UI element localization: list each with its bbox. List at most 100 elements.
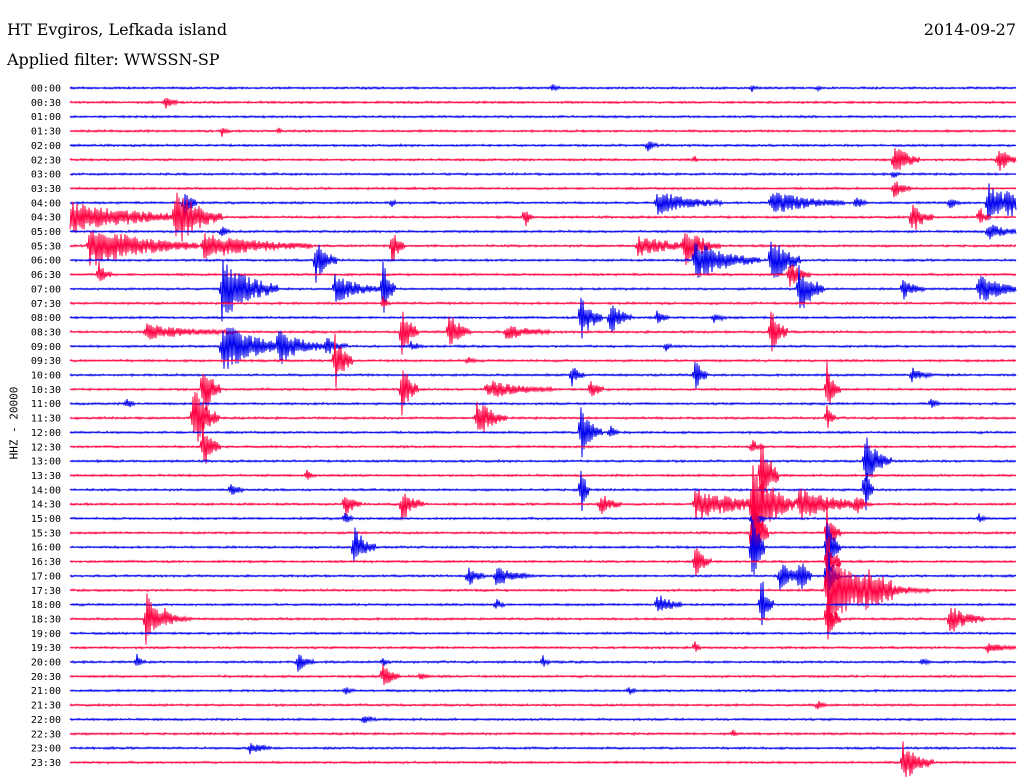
trace-line-0530 [69,231,1017,266]
trace-line-0730 [69,296,1017,308]
trace-line-0330 [69,181,1017,198]
time-tick-label: 05:00 [31,227,61,238]
trace-line-0000 [69,84,1017,93]
trace-line-1500 [69,512,1017,530]
time-tick-label: 01:30 [31,127,61,138]
time-tick-label: 21:30 [31,701,61,712]
time-tick-label: 04:00 [31,198,61,209]
time-tick-label: 14:30 [31,500,61,511]
trace-line-1430 [69,465,1017,540]
time-tick-label: 23:30 [31,758,61,769]
time-tick-label: 00:30 [31,98,61,109]
trace-line-1030 [69,361,1017,416]
time-tick-label: 02:30 [31,155,61,166]
trace-line-0400 [69,183,1017,221]
time-tick-label: 00:00 [31,84,61,95]
time-tick-label: 08:00 [31,313,61,324]
time-tick-label: 05:30 [31,241,61,252]
time-tick-label: 23:00 [31,744,61,755]
time-tick-label: 03:00 [31,170,61,181]
time-tick-label: 07:00 [31,284,61,295]
trace-line-2330 [69,741,1017,777]
trace-line-1000 [69,362,1017,389]
trace-line-1700 [69,551,1017,600]
date-label: 2014-09-27 [923,20,1016,39]
trace-line-0830 [69,311,1017,355]
trace-line-0700 [69,259,1017,322]
time-tick-label: 03:30 [31,184,61,195]
time-tick-labels: 00:00 00:30 01:00 01:30 02:00 02:30 03:00 03:30… [31,84,61,769]
time-tick-label: 13:30 [31,471,61,482]
time-tick-label: 09:00 [31,342,61,353]
time-tick-label: 01:00 [31,112,61,123]
seismic-traces [69,84,1017,777]
time-tick-label: 21:00 [31,686,61,697]
trace-line-0300 [69,171,1017,179]
time-tick-label: 12:30 [31,442,61,453]
trace-line-1630 [69,536,1017,590]
trace-line-1400 [69,470,1017,512]
time-tick-label: 09:30 [31,356,61,367]
time-tick-label: 18:00 [31,600,61,611]
trace-line-0630 [69,261,1017,287]
time-tick-label: 11:30 [31,414,61,425]
trace-line-1230 [69,421,1017,464]
time-tick-label: 19:00 [31,629,61,640]
trace-line-1830 [69,593,1017,645]
trace-line-0800 [69,297,1017,339]
time-tick-label: 20:00 [31,658,61,669]
trace-line-0900 [69,327,1017,369]
time-tick-label: 22:00 [31,715,61,726]
time-tick-label: 10:30 [31,385,61,396]
time-tick-label: 18:30 [31,614,61,625]
trace-line-0600 [69,241,1017,283]
trace-line-1730 [69,552,1017,634]
trace-line-2000 [69,653,1017,672]
time-tick-label: 06:00 [31,256,61,267]
time-tick-label: 14:00 [31,485,61,496]
time-tick-label: 15:30 [31,528,61,539]
trace-line-1130 [69,391,1017,442]
time-tick-label: 19:30 [31,643,61,654]
trace-line-0030 [69,97,1017,109]
trace-line-1930 [69,641,1017,654]
trace-line-2100 [69,687,1017,695]
trace-line-1300 [69,437,1017,482]
filter-label: Applied filter: WWSSN-SP [7,50,220,69]
time-tick-label: 07:30 [31,299,61,310]
time-tick-label: 17:00 [31,571,61,582]
trace-line-0130 [69,127,1017,137]
trace-line-2230 [69,729,1017,737]
trace-line-0100 [69,114,1017,119]
time-tick-label: 11:00 [31,399,61,410]
time-tick-label: 04:30 [31,213,61,224]
time-tick-label: 15:00 [31,514,61,525]
trace-line-1800 [69,581,1017,626]
time-tick-label: 17:30 [31,586,61,597]
trace-line-1330 [69,447,1017,503]
time-tick-label: 20:30 [31,672,61,683]
trace-line-1200 [69,407,1017,458]
trace-line-2300 [69,743,1017,755]
trace-line-1100 [69,399,1017,408]
trace-line-2200 [69,715,1017,724]
channel-label: HHZ - 20000 [7,386,21,460]
trace-line-1900 [69,631,1017,636]
trace-line-1530 [69,494,1017,567]
trace-line-2130 [69,701,1017,710]
station-title: HT Evgiros, Lefkada island [7,20,228,39]
time-tick-label: 08:30 [31,327,61,338]
trace-line-0430 [69,192,1017,242]
time-tick-label: 10:00 [31,371,61,382]
trace-line-0200 [69,141,1017,152]
time-tick-label: 22:30 [31,729,61,740]
time-tick-label: 13:00 [31,457,61,468]
trace-line-0930 [69,333,1017,388]
trace-line-0500 [69,224,1017,240]
time-tick-label: 16:00 [31,543,61,554]
time-tick-label: 16:30 [31,557,61,568]
time-tick-label: 06:30 [31,270,61,281]
trace-line-0230 [69,148,1017,171]
time-tick-label: 02:00 [31,141,61,152]
